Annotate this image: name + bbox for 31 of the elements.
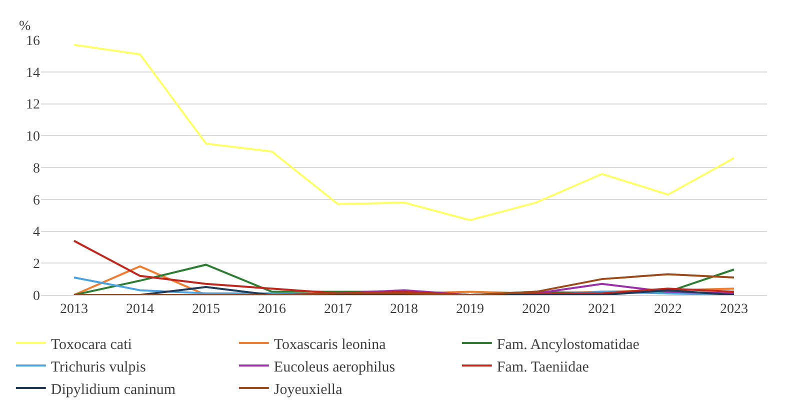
x-tick-label: 2020 [522, 302, 550, 317]
legend-label: Fam. Ancylostomatidae [496, 336, 640, 353]
x-tick-label: 2017 [324, 302, 352, 317]
line-series [73, 44, 735, 222]
y-tick-label: 10 [26, 130, 40, 145]
legend-label: Toxocara cati [50, 336, 132, 353]
y-tick-label: 6 [33, 193, 40, 208]
y-tick-label: 14 [26, 66, 40, 81]
y-tick-label: 4 [33, 225, 40, 240]
x-tick-label: 2021 [588, 302, 616, 317]
legend-label: Fam. Taeniidae [496, 359, 590, 376]
line-series [73, 240, 735, 295]
y-axis-title: % [19, 19, 31, 34]
x-tick-label: 2023 [720, 302, 748, 317]
x-tick-label: 2019 [456, 302, 484, 317]
x-tick-label: 2015 [192, 302, 220, 317]
x-tick-label: 2014 [126, 302, 154, 317]
y-tick-label: 16 [26, 34, 40, 49]
x-tick-label: 2022 [654, 302, 682, 317]
legend-label: Eucoleus aerophilus [274, 359, 396, 376]
x-tick-label: 2016 [258, 302, 286, 317]
y-tick-label: 8 [33, 161, 40, 176]
y-tick-label: 2 [33, 257, 40, 272]
legend-label: Joyeuxiella [274, 382, 343, 398]
y-tick-label: 0 [33, 288, 40, 304]
x-tick-label: 2018 [390, 302, 418, 317]
y-tick-label: 12 [26, 98, 40, 113]
legend-label: Toxascaris leonina [274, 336, 386, 353]
x-tick-label: 2013 [60, 302, 88, 317]
legend-label: Dipylidium caninum [50, 382, 176, 398]
legend-label: Trichuris vulpis [50, 359, 146, 376]
